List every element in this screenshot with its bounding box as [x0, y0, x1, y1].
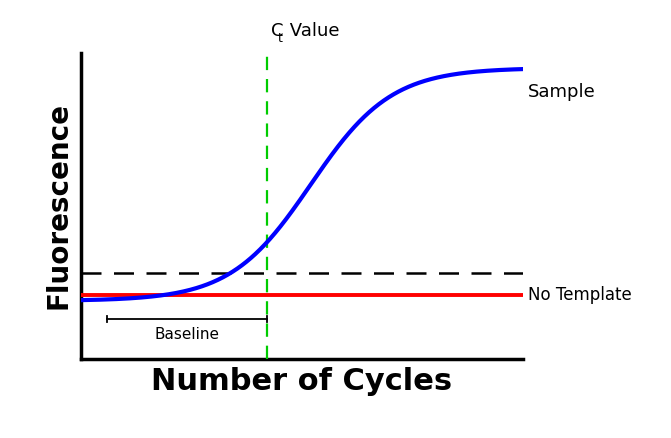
- Text: Baseline: Baseline: [154, 327, 219, 342]
- Text: No Template: No Template: [528, 286, 631, 304]
- Text: Value: Value: [285, 22, 340, 40]
- Text: Sample: Sample: [528, 83, 596, 102]
- Text: C: C: [271, 22, 283, 40]
- Y-axis label: Fluorescence: Fluorescence: [44, 102, 72, 309]
- Text: t: t: [278, 32, 282, 45]
- X-axis label: Number of Cycles: Number of Cycles: [152, 367, 452, 396]
